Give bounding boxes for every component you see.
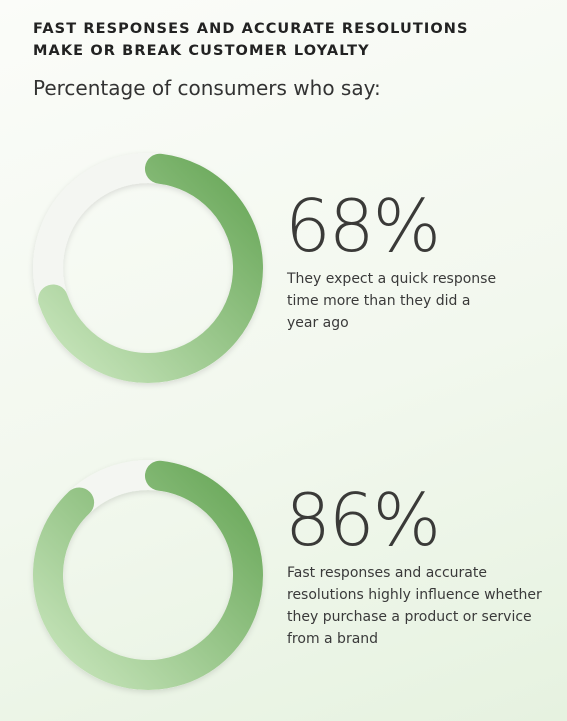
description: Fast responses and accurate resolutions … — [287, 565, 542, 647]
title: FAST RESPONSES AND ACCURATE RESOLUTIONS … — [33, 21, 469, 59]
subtitle: Percentage of consumers who say: — [33, 76, 381, 100]
progress-arc — [33, 460, 263, 690]
description: They expect a quick response time more t… — [287, 271, 497, 331]
value-label: 68% — [285, 184, 441, 268]
value-label: 86% — [285, 478, 441, 562]
progress-arc — [38, 153, 263, 383]
